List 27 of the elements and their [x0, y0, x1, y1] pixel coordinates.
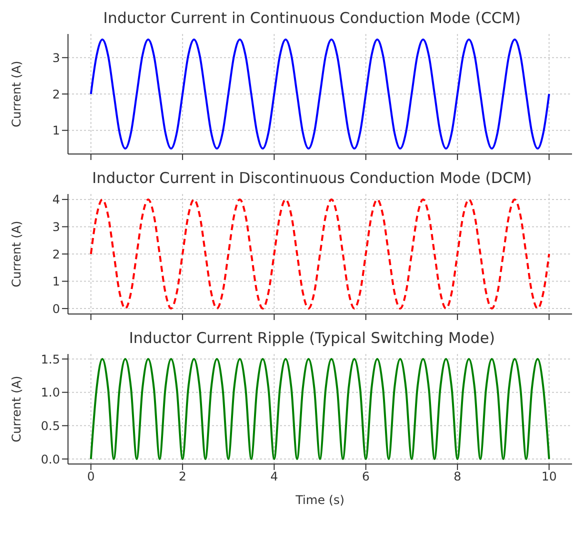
line-series	[90, 198, 550, 310]
x-tick-label: 10	[541, 470, 557, 484]
x-tick-label: 4	[270, 470, 278, 484]
y-tick-label: 0.0	[40, 452, 60, 466]
x-tick-label: 2	[178, 470, 186, 484]
y-axis-title: Current (A)	[9, 60, 24, 128]
y-tick-label: 2	[52, 87, 60, 102]
y-tick-label: 4	[52, 192, 60, 207]
y-tick-label: 1	[52, 274, 60, 289]
chart-title: Inductor Current Ripple (Typical Switching Mode)	[128, 328, 496, 348]
x-tick-label: 6	[362, 470, 370, 484]
x-tick-label: 0	[87, 470, 95, 484]
y-tick-label: 1.0	[40, 386, 60, 400]
y-tick-label: 0.5	[40, 418, 60, 433]
y-tick-label: 1	[52, 124, 60, 138]
y-tick-label: 3	[52, 50, 60, 65]
y-tick-label: 1.5	[40, 352, 60, 366]
y-tick-label: 2	[52, 247, 60, 262]
y-axis-title: Current (A)	[9, 220, 24, 288]
y-tick-label: 3	[52, 220, 60, 234]
chart-title: Inductor Current in Discontinuous Conduction Mode (DCM)	[91, 168, 533, 188]
x-axis-title: Time (s)	[294, 493, 344, 507]
chart-title: Inductor Current in Continuous Conduction Mode (CCM)	[102, 8, 522, 28]
x-tick-label: 8	[454, 470, 462, 484]
y-tick-label: 0	[52, 302, 60, 316]
line-series	[90, 38, 550, 150]
y-axis-title: Current (A)	[9, 376, 24, 442]
